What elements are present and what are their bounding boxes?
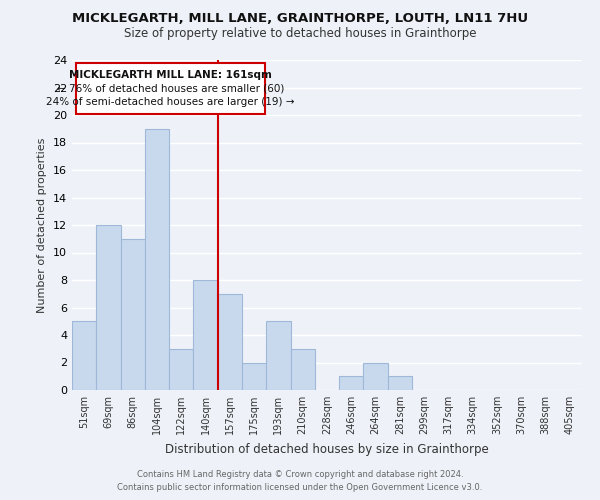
Bar [121, 239, 145, 390]
Text: Size of property relative to detached houses in Grainthorpe: Size of property relative to detached ho… [124, 28, 476, 40]
Bar [242, 362, 266, 390]
Bar [339, 376, 364, 390]
Bar [290, 349, 315, 390]
Bar [96, 225, 121, 390]
FancyBboxPatch shape [76, 62, 265, 114]
Text: Contains HM Land Registry data © Crown copyright and database right 2024.
Contai: Contains HM Land Registry data © Crown c… [118, 470, 482, 492]
Bar [72, 322, 96, 390]
Text: MICKLEGARTH, MILL LANE, GRAINTHORPE, LOUTH, LN11 7HU: MICKLEGARTH, MILL LANE, GRAINTHORPE, LOU… [72, 12, 528, 26]
Text: 24% of semi-detached houses are larger (19) →: 24% of semi-detached houses are larger (… [46, 97, 295, 107]
Text: ← 76% of detached houses are smaller (60): ← 76% of detached houses are smaller (60… [56, 84, 284, 94]
Bar [266, 322, 290, 390]
Bar [145, 128, 169, 390]
Bar [169, 349, 193, 390]
Y-axis label: Number of detached properties: Number of detached properties [37, 138, 47, 312]
Bar [193, 280, 218, 390]
X-axis label: Distribution of detached houses by size in Grainthorpe: Distribution of detached houses by size … [165, 442, 489, 456]
Bar [364, 362, 388, 390]
Text: MICKLEGARTH MILL LANE: 161sqm: MICKLEGARTH MILL LANE: 161sqm [69, 70, 272, 80]
Bar [218, 294, 242, 390]
Bar [388, 376, 412, 390]
